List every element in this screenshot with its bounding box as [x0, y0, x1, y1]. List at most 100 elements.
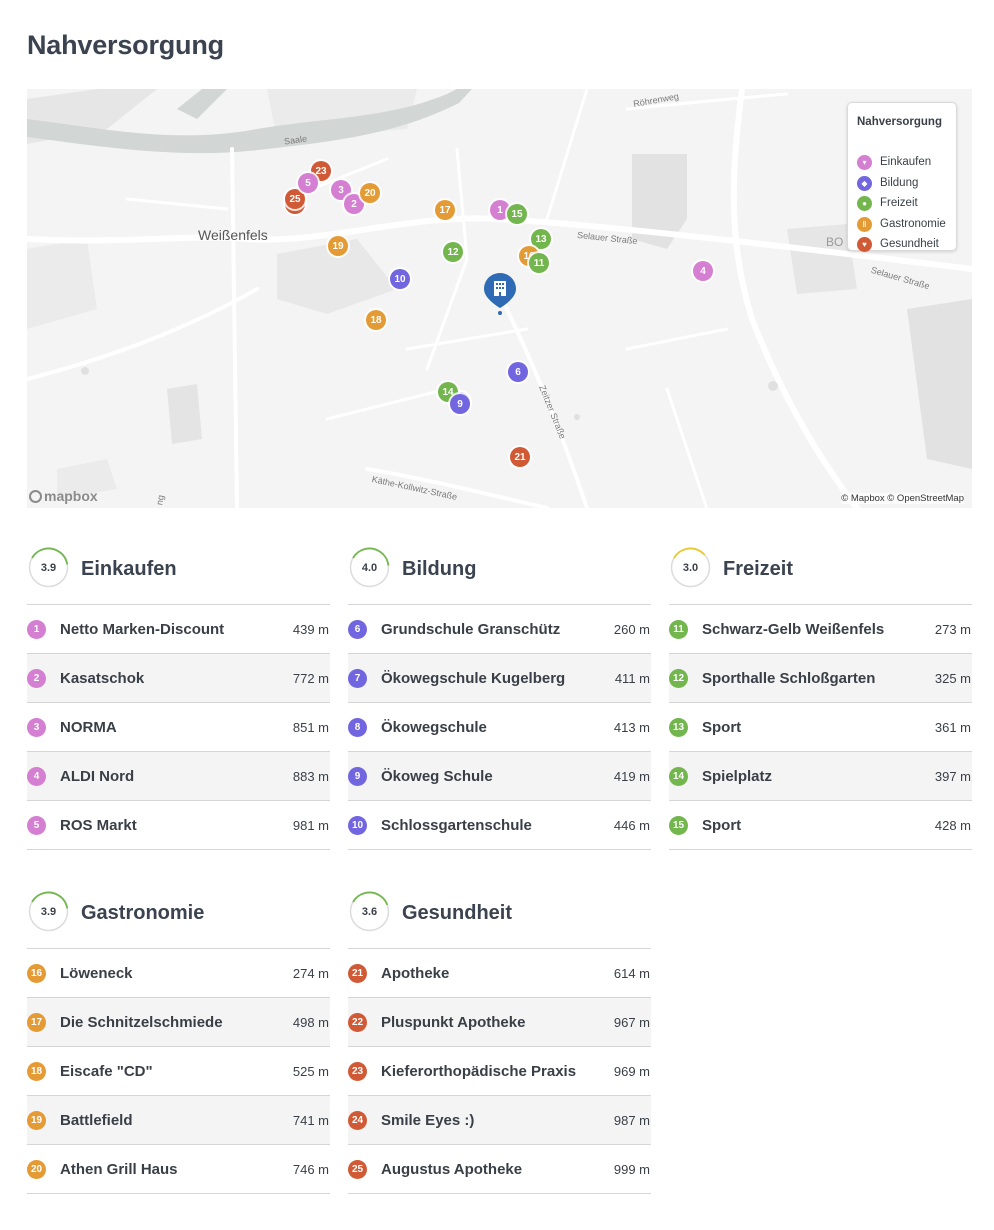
- list-item[interactable]: 20 Athen Grill Haus 746 m: [27, 1145, 330, 1194]
- item-name: Schwarz-Gelb Weißenfels: [702, 621, 885, 638]
- item-distance: 969 m: [613, 1064, 650, 1079]
- category-list: 1 Netto Marken-Discount 439 m 2 Kasatschok 77…: [27, 604, 330, 850]
- item-distance: 361 m: [934, 720, 971, 735]
- mapbox-logo[interactable]: mapbox: [29, 488, 98, 504]
- category-list: 6 Grundschule Granschütz 260 m 7 Ökowegschul…: [348, 604, 651, 850]
- map-marker-4[interactable]: 4: [693, 261, 713, 281]
- item-name: Pluspunkt Apotheke: [381, 1014, 526, 1031]
- list-item[interactable]: 21 Apotheke 614 m: [348, 949, 651, 998]
- map-marker-19[interactable]: 19: [328, 236, 348, 256]
- list-item[interactable]: 11 Schwarz-Gelb Weißenfels 273 m: [669, 605, 972, 654]
- list-item[interactable]: 24 Smile Eyes :) 987 m: [348, 1096, 651, 1145]
- map-marker-18[interactable]: 18: [366, 310, 386, 330]
- map-marker-5[interactable]: 5: [298, 173, 318, 193]
- item-distance: 274 m: [292, 966, 329, 981]
- map-marker-3[interactable]: 3: [331, 180, 351, 200]
- item-distance: 325 m: [934, 671, 971, 686]
- item-number-badge: 25: [348, 1160, 367, 1179]
- item-number-badge: 19: [27, 1111, 46, 1130]
- legend-label: Freizeit: [880, 197, 918, 209]
- map-marker-25[interactable]: 25: [285, 189, 305, 209]
- category-title: Einkaufen: [81, 558, 177, 580]
- list-item[interactable]: 18 Eiscafe "CD" 525 m: [27, 1047, 330, 1096]
- item-number-badge: 14: [669, 767, 688, 786]
- map-marker-10[interactable]: 10: [390, 269, 410, 289]
- item-name: NORMA: [60, 719, 117, 736]
- item-name: Löweneck: [60, 965, 133, 982]
- map-label-bo: BO: [826, 235, 844, 249]
- list-item[interactable]: 25 Augustus Apotheke 999 m: [348, 1145, 651, 1194]
- list-item[interactable]: 13 Sport 361 m: [669, 703, 972, 752]
- list-item[interactable]: 22 Pluspunkt Apotheke 967 m: [348, 998, 651, 1047]
- legend-label: Gesundheit: [880, 238, 939, 250]
- map-marker-6[interactable]: 6: [508, 362, 528, 382]
- list-item[interactable]: 14 Spielplatz 397 m: [669, 752, 972, 801]
- item-name: Ökowegschule Kugelberg: [381, 670, 566, 687]
- list-item[interactable]: 5 ROS Markt 981 m: [27, 801, 330, 850]
- map-marker-11[interactable]: 11: [529, 253, 549, 273]
- list-item[interactable]: 3 NORMA 851 m: [27, 703, 330, 752]
- list-item[interactable]: 4 ALDI Nord 883 m: [27, 752, 330, 801]
- map-label-edge: ng: [154, 494, 166, 506]
- score-value: 4.0: [361, 561, 378, 574]
- item-number-badge: 12: [669, 669, 688, 688]
- item-number-badge: 20: [27, 1160, 46, 1179]
- category-title: Freizeit: [723, 558, 794, 580]
- category-header: 3.9 Einkaufen: [27, 546, 330, 604]
- item-distance: 851 m: [292, 720, 329, 735]
- map[interactable]: Saale Weißenfels Röhrenweg Selauer Straß…: [27, 89, 972, 508]
- list-item[interactable]: 2 Kasatschok 772 m: [27, 654, 330, 703]
- map-marker-2[interactable]: 2: [344, 194, 364, 214]
- map-marker-15[interactable]: 15: [507, 204, 527, 224]
- list-item[interactable]: 17 Die Schnitzelschmiede 498 m: [27, 998, 330, 1047]
- list-item[interactable]: 16 Löweneck 274 m: [27, 949, 330, 998]
- category-header: 3.0 Freizeit: [669, 546, 972, 604]
- item-number-badge: 2: [27, 669, 46, 688]
- item-number-badge: 5: [27, 816, 46, 835]
- map-marker-9[interactable]: 9: [450, 394, 470, 414]
- item-number-badge: 16: [27, 964, 46, 983]
- list-item[interactable]: 15 Sport 428 m: [669, 801, 972, 850]
- item-distance: 397 m: [934, 769, 971, 784]
- legend-item-gesundheit: ♥ Gesundheit: [857, 236, 939, 252]
- legend-item-einkaufen: ▾ Einkaufen: [857, 154, 931, 170]
- item-name: Athen Grill Haus: [60, 1161, 178, 1178]
- list-item[interactable]: 23 Kieferorthopädische Praxis 969 m: [348, 1047, 651, 1096]
- list-item[interactable]: 7 Ökowegschule Kugelberg 411 m: [348, 654, 651, 703]
- item-name: Eiscafe "CD": [60, 1063, 153, 1080]
- building-icon[interactable]: [483, 272, 517, 316]
- map-base: [27, 89, 972, 508]
- item-name: Apotheke: [381, 965, 450, 982]
- category-gesundheit: 3.6 Gesundheit 21 Apotheke 614 m 22 Pluspunkt …: [348, 890, 651, 1194]
- map-marker-17[interactable]: 17: [435, 200, 455, 220]
- item-number-badge: 18: [27, 1062, 46, 1081]
- item-number-badge: 24: [348, 1111, 367, 1130]
- map-marker-13[interactable]: 13: [531, 229, 551, 249]
- list-item[interactable]: 6 Grundschule Granschütz 260 m: [348, 605, 651, 654]
- category-title: Bildung: [402, 558, 477, 580]
- map-marker-20[interactable]: 20: [360, 183, 380, 203]
- map-marker-1[interactable]: 1: [490, 200, 510, 220]
- legend-label: Einkaufen: [880, 156, 932, 168]
- item-name: Kieferorthopädische Praxis: [381, 1063, 577, 1080]
- item-distance: 419 m: [613, 769, 650, 784]
- category-list: 21 Apotheke 614 m 22 Pluspunkt Apotheke 967 m…: [348, 948, 651, 1194]
- list-item[interactable]: 9 Ökoweg Schule 419 m: [348, 752, 651, 801]
- list-item[interactable]: 19 Battlefield 741 m: [27, 1096, 330, 1145]
- item-name: Ökoweg Schule: [381, 768, 493, 785]
- list-item[interactable]: 10 Schlossgartenschule 446 m: [348, 801, 651, 850]
- item-name: Spielplatz: [702, 768, 773, 785]
- list-item[interactable]: 1 Netto Marken-Discount 439 m: [27, 605, 330, 654]
- list-item[interactable]: 12 Sporthalle Schloßgarten 325 m: [669, 654, 972, 703]
- category-list: 11 Schwarz-Gelb Weißenfels 273 m 12 Sporthal…: [669, 604, 972, 850]
- item-number-badge: 4: [27, 767, 46, 786]
- page-title: Nahversorgung: [27, 30, 224, 60]
- item-distance: 446 m: [613, 818, 650, 833]
- map-attribution[interactable]: © Mapbox © OpenStreetMap: [841, 493, 964, 504]
- item-number-badge: 11: [669, 620, 688, 639]
- list-item[interactable]: 8 Ökowegschule 413 m: [348, 703, 651, 752]
- score-ring: [349, 891, 390, 932]
- map-marker-21[interactable]: 21: [510, 447, 530, 467]
- item-name: ALDI Nord: [60, 768, 135, 785]
- map-marker-12[interactable]: 12: [443, 242, 463, 262]
